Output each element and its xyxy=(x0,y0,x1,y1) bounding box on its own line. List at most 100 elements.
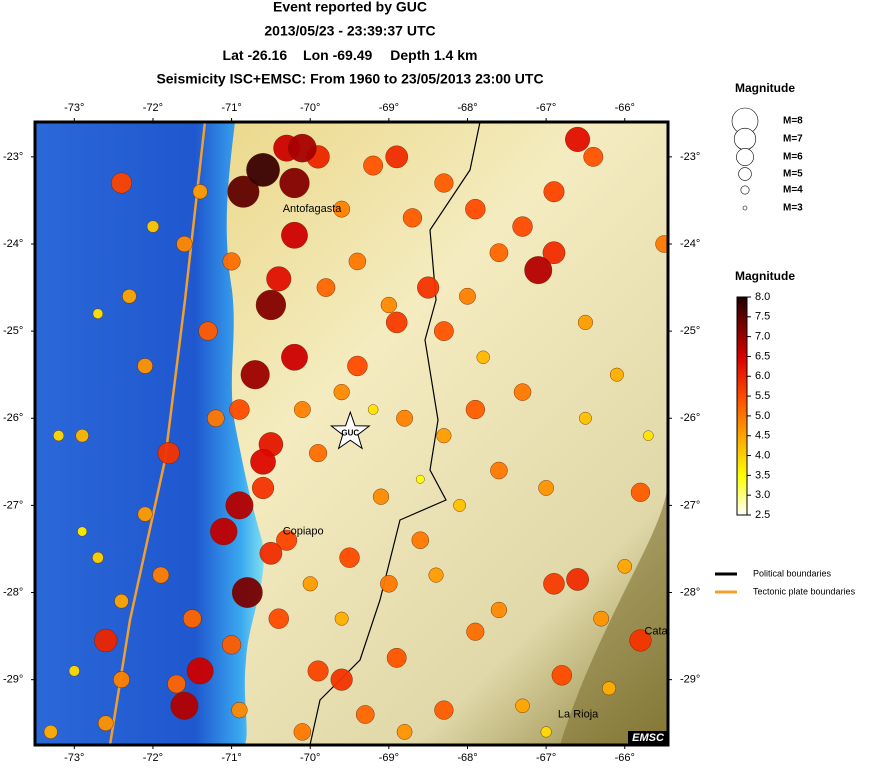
colorbar-segment xyxy=(737,374,747,377)
colorbar-segment xyxy=(737,308,747,312)
quake xyxy=(347,355,368,377)
colorbar-segment xyxy=(737,437,747,441)
quake xyxy=(411,531,430,549)
colorbar-segment xyxy=(737,322,747,326)
quake xyxy=(363,155,383,176)
size-legend-label: M=6 xyxy=(783,152,803,163)
colorbar-segment xyxy=(737,312,747,316)
size-legend-label: M=8 xyxy=(783,116,803,127)
quake xyxy=(222,635,242,655)
colorbar-segment xyxy=(737,326,747,330)
quake xyxy=(307,660,329,682)
quake xyxy=(293,723,312,741)
quake xyxy=(466,622,485,641)
event-label: GUC xyxy=(341,428,359,437)
quake xyxy=(92,308,104,319)
quake xyxy=(630,482,651,502)
colorbar-segment xyxy=(737,364,747,367)
colorbar-segment xyxy=(737,499,747,502)
quake xyxy=(94,628,118,653)
size-legend-circle xyxy=(733,127,757,151)
quake xyxy=(330,668,353,691)
colorbar-segment xyxy=(737,342,747,346)
size-legend-title: Magnitude xyxy=(735,81,795,95)
colorbar-tick-label: 4.0 xyxy=(755,449,770,461)
lon-tick-label-top: -70° xyxy=(300,102,320,114)
colorbar-segment xyxy=(737,459,747,462)
colorbar-segment xyxy=(737,378,747,381)
colorbar-segment xyxy=(737,314,747,318)
political-boundary xyxy=(309,122,481,745)
colorbar-segment xyxy=(737,330,747,334)
quake xyxy=(490,601,508,619)
quake xyxy=(176,235,193,253)
quake xyxy=(543,181,565,203)
lat-tick-label-right: -26° xyxy=(680,412,700,424)
colorbar-segment xyxy=(737,429,747,433)
colorbar-segment xyxy=(737,298,747,302)
colorbar-segment xyxy=(737,376,747,379)
quake xyxy=(309,444,328,463)
colorbar-segment xyxy=(737,497,747,500)
quake xyxy=(385,145,409,169)
colorbar-segment xyxy=(737,483,747,486)
size-legend-circle xyxy=(738,167,752,181)
colorbar-segment xyxy=(737,336,747,340)
quake xyxy=(250,449,276,475)
colorbar-segment xyxy=(737,382,747,385)
quake xyxy=(316,278,336,297)
colorbar-segment xyxy=(737,491,747,494)
colorbar-segment xyxy=(737,431,747,435)
lon-tick-label-top: -71° xyxy=(221,102,241,114)
quake xyxy=(225,491,254,520)
quake xyxy=(490,461,508,480)
quake xyxy=(192,184,208,200)
quake xyxy=(157,442,180,465)
depth-prefix: Depth xyxy=(390,47,430,63)
quake xyxy=(302,576,318,592)
colorbar-segment xyxy=(737,469,747,472)
colorbar-segment xyxy=(737,348,747,352)
colorbar-segment xyxy=(737,435,747,439)
colorbar-segment xyxy=(737,384,747,387)
colorbar-segment xyxy=(737,318,747,322)
credit-box xyxy=(628,731,668,745)
colorbar-tick-label: 7.5 xyxy=(755,311,770,323)
colorbar-segment xyxy=(737,495,747,498)
size-legend-circle xyxy=(736,148,754,166)
quake xyxy=(643,430,654,441)
colorbar-segment xyxy=(737,320,747,324)
lat-tick-label-left: -29° xyxy=(3,674,23,686)
colorbar-tick-label: 7.0 xyxy=(755,331,770,343)
credit: EMSC xyxy=(632,732,665,744)
datetime: 2013/05/23 - 23:39:37 UTC xyxy=(264,23,435,39)
colorbar-segment xyxy=(737,463,747,466)
colorbar-segment xyxy=(737,511,747,514)
colorbar-segment xyxy=(737,445,747,449)
lat-tick-label-left: -24° xyxy=(3,238,23,250)
colorbar-segment xyxy=(737,479,747,482)
quake xyxy=(279,167,310,199)
colorbar-segment xyxy=(737,489,747,492)
quake xyxy=(434,321,454,341)
lon-tick-label-top: -68° xyxy=(457,102,477,114)
lat-tick-label-right: -25° xyxy=(680,325,700,337)
colorbar-segment xyxy=(737,477,747,480)
event-location: Lat -26.16 Lon -69.49 Depth 1.4 km xyxy=(223,47,478,63)
colorbar-segment xyxy=(737,481,747,484)
colorbar-segment xyxy=(737,334,747,338)
quake xyxy=(465,198,486,220)
colorbar-segment xyxy=(737,300,747,304)
colorbar-segment xyxy=(737,316,747,320)
colorbar-segment xyxy=(737,441,747,445)
size-legend-label: M=4 xyxy=(783,185,803,196)
colorbar-segment xyxy=(737,354,747,357)
quake xyxy=(512,216,533,237)
quake xyxy=(92,551,104,564)
colorbar-segment xyxy=(737,451,747,455)
quake xyxy=(476,350,490,364)
lat-tick-label-left: -26° xyxy=(3,412,23,424)
quake xyxy=(114,593,129,609)
colorbar-segment xyxy=(737,390,747,393)
quake xyxy=(380,296,397,314)
